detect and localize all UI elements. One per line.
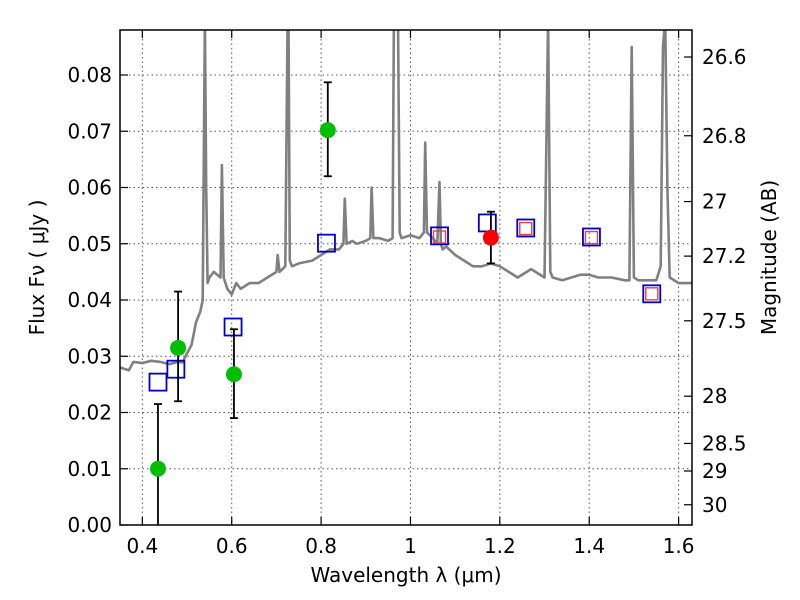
model-blue-square [516, 218, 536, 238]
y2-tick-label: 26.6 [702, 45, 747, 69]
x-tick-label: 1.2 [484, 534, 516, 558]
y2-tick-label: 30 [702, 493, 727, 517]
grid-lines [120, 30, 692, 526]
model-blue-square [430, 226, 449, 246]
observed-green-point [170, 339, 187, 356]
spectrum-line [120, 30, 692, 372]
y-tick-label: 0.01 [67, 457, 112, 481]
x-tick-label: 0.4 [126, 534, 158, 558]
x-tick-label: 0.8 [305, 534, 337, 558]
model-red-square [432, 230, 447, 244]
x-tick-label: 1.4 [573, 534, 605, 558]
x-tick-label: 1 [404, 534, 417, 558]
x-tick-label: 1.6 [663, 534, 695, 558]
model-blue-square [166, 359, 186, 379]
y2-tick-label: 28 [702, 384, 727, 408]
y-tick-label: 0.08 [67, 63, 112, 87]
model-red-square [645, 287, 659, 301]
model-red-square [584, 230, 599, 245]
plot-frame [119, 29, 693, 526]
y2-tick-label: 29 [702, 459, 727, 483]
y2-tick-label: 27.2 [702, 244, 747, 268]
y-tick-label: 0.04 [67, 288, 112, 312]
plot-area [120, 30, 692, 372]
model-red-square [519, 221, 533, 236]
y-tick-label: 0.05 [67, 232, 112, 256]
y-tick-label: 0.03 [67, 344, 112, 368]
observed-green-point [225, 366, 242, 383]
y2-tick-label: 28.5 [702, 431, 747, 455]
y-tick-label: 0.00 [67, 513, 112, 537]
y-tick-label: 0.07 [67, 119, 112, 143]
y2-tick-label: 26.8 [702, 124, 747, 148]
model-blue-square [642, 284, 662, 304]
x-axis-label: Wavelength λ (μm) [310, 563, 501, 587]
model-blue-square [317, 233, 336, 253]
model-blue-square [148, 372, 168, 392]
y-axis-label: Flux Fν ( μJy ) [25, 200, 49, 336]
y-tick-label: 0.06 [67, 176, 112, 200]
observed-green-point [319, 122, 336, 139]
y2-tick-label: 27 [702, 190, 727, 214]
markers [148, 81, 662, 525]
axis-ticks: 0.4 0.6 0.8 1 1.2 1.4 1.6 0.00 0.01 0.02 0.03 0.04 0… [67, 30, 747, 558]
y2-tick-label: 27.5 [702, 309, 747, 333]
x-tick-label: 0.6 [216, 534, 248, 558]
y2-axis-label: Magnitude (AB) [757, 180, 781, 335]
observed-green-point [149, 460, 166, 477]
y-tick-label: 0.02 [67, 401, 112, 425]
model-blue-square [582, 227, 601, 247]
observed-red-point [482, 229, 499, 246]
